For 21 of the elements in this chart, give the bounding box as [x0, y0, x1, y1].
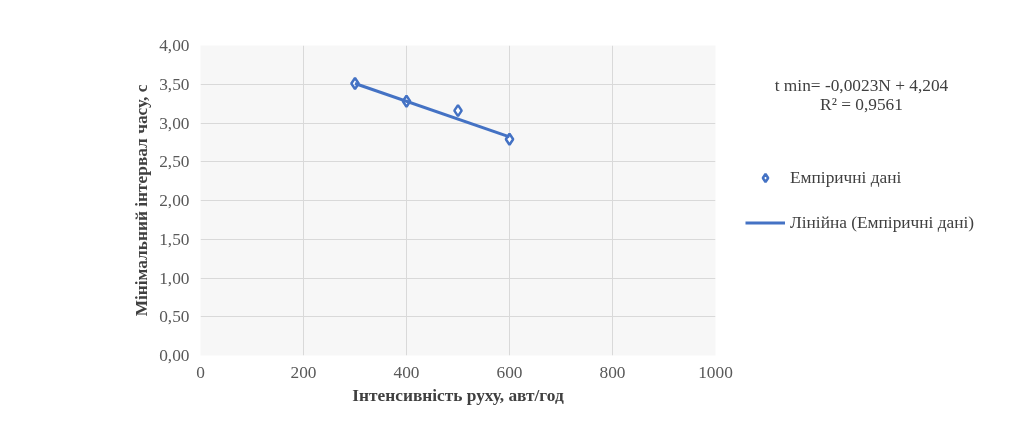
- y-tick-label: 2,50: [159, 152, 190, 172]
- y-tick-label: 0,00: [159, 346, 190, 365]
- legend-label: Лінійна (Емпіричні дані): [790, 212, 975, 233]
- y-tick-label: 3,50: [159, 74, 190, 94]
- legend-label: Емпіричні дані: [790, 167, 902, 188]
- x-tick-label: 600: [496, 362, 523, 382]
- x-axis-title: Інтенсивність руху, авт/год: [352, 385, 564, 405]
- x-tick-label: 400: [393, 362, 420, 382]
- y-tick-label: 3,00: [159, 113, 190, 133]
- x-tick-label: 1000: [698, 362, 733, 382]
- y-axis-title: Мінімальний інтервал часу, с: [132, 84, 152, 317]
- text: R² = 0,9561: [820, 94, 903, 114]
- text: t min= -0,0023N + 4,204: [774, 76, 949, 96]
- y-tick-label: 1,50: [159, 229, 190, 249]
- y-tick-label: 2,00: [159, 191, 190, 210]
- x-tick-label: 0: [196, 362, 205, 382]
- y-tick-label: 1,00: [159, 268, 190, 288]
- y-tick-label: 4,00: [159, 36, 190, 55]
- x-tick-label: 800: [599, 362, 626, 382]
- y-tick-label: 0,50: [159, 307, 190, 327]
- x-tick-label: 200: [290, 362, 317, 382]
